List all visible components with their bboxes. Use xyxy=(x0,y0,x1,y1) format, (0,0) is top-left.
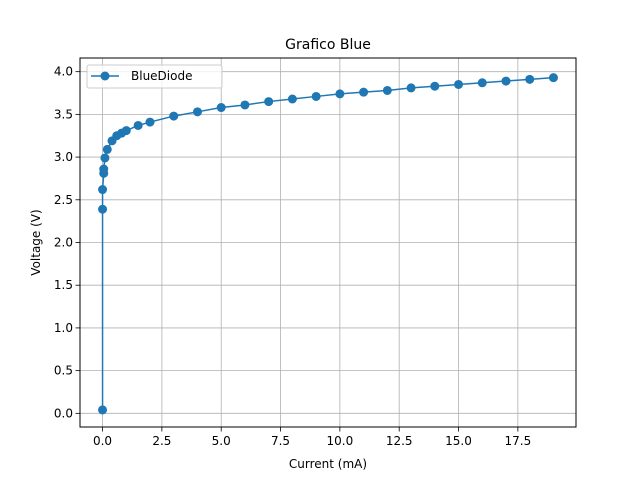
data-point xyxy=(102,144,112,154)
y-tick-label: 4.0 xyxy=(54,65,73,79)
data-point xyxy=(501,76,511,86)
x-tick-label: 10.0 xyxy=(327,434,354,448)
y-tick-label: 0.0 xyxy=(54,406,73,420)
x-tick-label: 17.5 xyxy=(504,434,531,448)
data-point xyxy=(477,78,487,88)
grid-layer xyxy=(80,58,576,427)
data-point xyxy=(406,83,416,93)
y-tick-label: 3.0 xyxy=(54,150,73,164)
data-point xyxy=(98,185,108,195)
data-point xyxy=(311,91,321,101)
data-point xyxy=(99,164,109,174)
x-tick-label: 5.0 xyxy=(212,434,231,448)
data-point xyxy=(192,107,202,117)
x-tick-label: 15.0 xyxy=(445,434,472,448)
data-point xyxy=(525,74,535,84)
y-tick-label: 2.5 xyxy=(54,193,73,207)
tick-layer: 0.0 2.5 5.0 7.5 10.0 12.5 15.0 17.5 0.0 0.5 1.0 1.5… xyxy=(54,65,531,448)
legend-marker-sample xyxy=(100,71,110,81)
chart-title: Grafico Blue xyxy=(285,37,371,53)
x-axis-label: Current (mA) xyxy=(289,457,367,471)
series-layer xyxy=(98,73,558,415)
data-point xyxy=(264,97,274,107)
data-point xyxy=(145,117,155,127)
data-point xyxy=(359,87,369,97)
data-point xyxy=(335,89,345,99)
data-point xyxy=(287,94,297,104)
data-point xyxy=(548,73,558,83)
data-point xyxy=(133,120,143,130)
x-tick-label: 7.5 xyxy=(271,434,290,448)
data-point xyxy=(216,103,226,113)
data-point xyxy=(382,85,392,95)
data-point xyxy=(98,204,108,214)
legend-label: BlueDiode xyxy=(131,69,192,83)
y-tick-label: 2.0 xyxy=(54,236,73,250)
data-point xyxy=(98,405,108,415)
x-tick-label: 0.0 xyxy=(93,434,112,448)
y-tick-label: 1.5 xyxy=(54,278,73,292)
y-tick-label: 0.5 xyxy=(54,364,73,378)
data-point xyxy=(240,100,250,110)
data-point xyxy=(169,111,179,121)
y-axis-label: Voltage (V) xyxy=(29,209,43,275)
x-tick-label: 12.5 xyxy=(386,434,413,448)
x-tick-label: 2.5 xyxy=(152,434,171,448)
legend-frame xyxy=(86,64,223,89)
y-tick-label: 3.5 xyxy=(54,107,73,121)
legend: BlueDiode xyxy=(86,64,223,89)
data-point xyxy=(454,79,464,89)
data-point xyxy=(121,126,131,136)
data-point xyxy=(430,81,440,91)
data-point xyxy=(100,153,110,163)
y-tick-label: 1.0 xyxy=(54,321,73,335)
